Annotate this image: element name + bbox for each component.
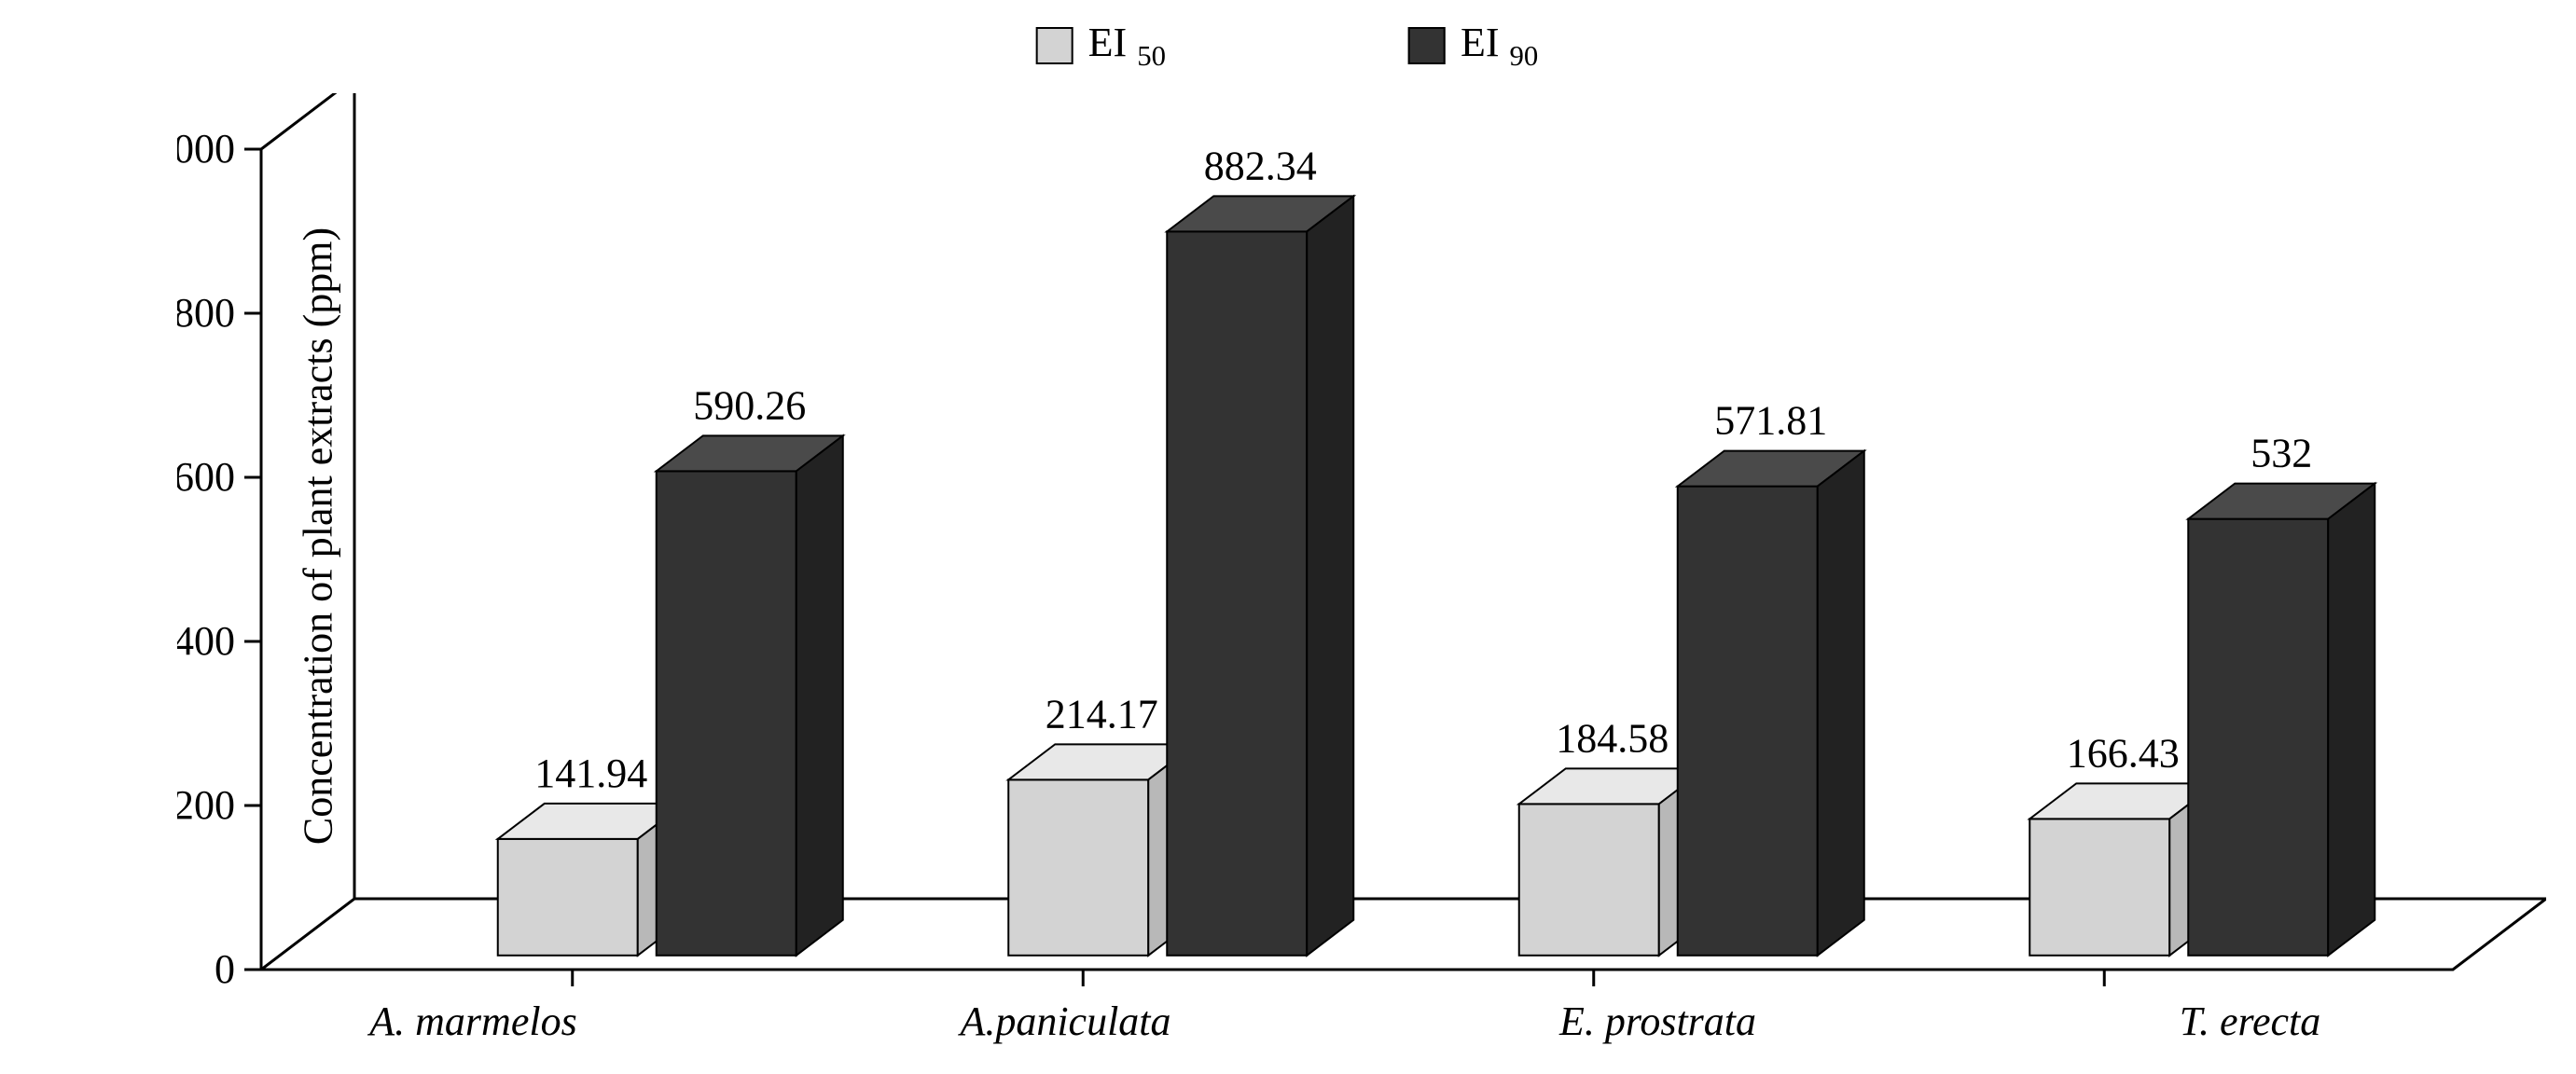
x-axis-label: E. prostrata bbox=[1362, 998, 1954, 1045]
svg-text:600: 600 bbox=[177, 454, 235, 500]
svg-text:800: 800 bbox=[177, 290, 235, 336]
x-axis-labels: A. marmelosA.paniculataE. prostrataT. er… bbox=[177, 998, 2546, 1045]
bar-chart: EI 50 EI 90 Concentration of plant extra… bbox=[19, 19, 2555, 1053]
svg-text:200: 200 bbox=[177, 782, 235, 828]
legend-swatch-ei90 bbox=[1408, 27, 1446, 64]
svg-text:532: 532 bbox=[2251, 431, 2312, 476]
legend-item-ei50: EI 50 bbox=[1036, 19, 1166, 73]
legend-swatch-ei50 bbox=[1036, 27, 1073, 64]
svg-text:1000: 1000 bbox=[177, 126, 235, 172]
legend-item-ei90: EI 90 bbox=[1408, 19, 1538, 73]
plot-area: 0 200 400 600 800 1000 141.94 590.26 214.17 882.3… bbox=[177, 93, 2546, 988]
svg-text:882.34: 882.34 bbox=[1204, 143, 1317, 188]
x-axis-label: A.paniculata bbox=[769, 998, 1362, 1045]
svg-text:214.17: 214.17 bbox=[1046, 691, 1158, 737]
svg-text:400: 400 bbox=[177, 618, 235, 664]
x-axis-label: A. marmelos bbox=[177, 998, 769, 1045]
chart-svg: 0 200 400 600 800 1000 141.94 590.26 214.17 882.3… bbox=[177, 93, 2546, 988]
svg-text:590.26: 590.26 bbox=[693, 382, 806, 428]
x-axis-label: T. erecta bbox=[1954, 998, 2546, 1045]
svg-text:184.58: 184.58 bbox=[1556, 715, 1669, 761]
legend-label-ei90: EI 90 bbox=[1461, 19, 1538, 73]
svg-text:571.81: 571.81 bbox=[1714, 398, 1827, 444]
svg-text:0: 0 bbox=[215, 946, 235, 988]
svg-text:141.94: 141.94 bbox=[534, 750, 647, 796]
legend-label-ei50: EI 50 bbox=[1088, 19, 1166, 73]
svg-text:166.43: 166.43 bbox=[2067, 730, 2180, 776]
legend: EI 50 EI 90 bbox=[1036, 19, 1539, 73]
